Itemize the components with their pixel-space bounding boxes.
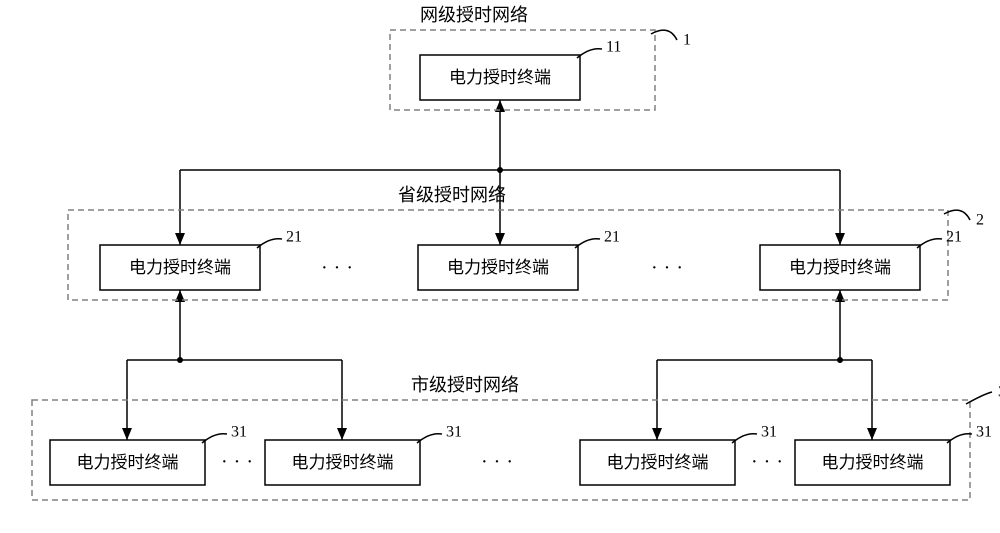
group-label-g3: 市级授时网络 — [411, 375, 519, 395]
node-tag-n31d: 31 — [976, 424, 992, 441]
node-label-n21b: 电力授时终端 — [447, 258, 549, 277]
node-label-n21a: 电力授时终端 — [129, 258, 231, 277]
node-tag-n31c: 31 — [761, 424, 777, 441]
node-label-n31c: 电力授时终端 — [607, 453, 709, 472]
group-tag-g1: 1 — [683, 32, 691, 49]
node-label-n11: 电力授时终端 — [449, 68, 551, 87]
group-label-g1: 网级授时网络 — [420, 5, 528, 25]
ellipsis-l3-1: ··· — [481, 451, 519, 473]
node-label-n31b: 电力授时终端 — [292, 453, 394, 472]
node-n31a: 电力授时终端 — [50, 434, 227, 485]
node-n31d: 电力授时终端 — [795, 434, 972, 485]
node-tag-n31b: 31 — [446, 424, 462, 441]
node-tag-n11: 11 — [606, 39, 621, 56]
node-label-n31d: 电力授时终端 — [822, 453, 924, 472]
node-label-n31a: 电力授时终端 — [77, 453, 179, 472]
group-tag-g2: 2 — [976, 212, 984, 229]
node-label-n21c: 电力授时终端 — [789, 258, 891, 277]
node-tag-n21b: 21 — [604, 229, 620, 246]
node-tag-n21c: 21 — [946, 229, 962, 246]
ellipsis-l2-0: ··· — [321, 257, 359, 279]
node-tag-n31a: 31 — [231, 424, 247, 441]
group-label-g2: 省级授时网络 — [398, 185, 506, 205]
node-n21c: 电力授时终端 — [760, 239, 942, 290]
node-n21b: 电力授时终端 — [418, 239, 600, 290]
ellipsis-l3-2: ··· — [751, 451, 789, 473]
ellipsis-l3-0: ··· — [221, 451, 259, 473]
node-n31b: 电力授时终端 — [265, 434, 442, 485]
node-n31c: 电力授时终端 — [580, 434, 757, 485]
ellipsis-l2-1: ··· — [651, 257, 689, 279]
node-n11: 电力授时终端 — [420, 49, 602, 100]
node-n21a: 电力授时终端 — [100, 239, 282, 290]
node-tag-n21a: 21 — [286, 229, 302, 246]
